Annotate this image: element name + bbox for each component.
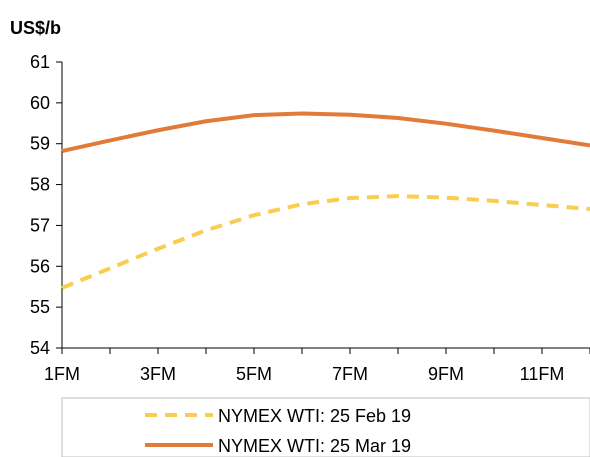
x-tick-label: 5FM xyxy=(236,364,272,384)
legend-box xyxy=(61,397,590,457)
plot-area xyxy=(61,111,590,290)
y-tick-label: 55 xyxy=(30,297,50,317)
series-line-1 xyxy=(61,194,590,290)
x-tick-label: 3FM xyxy=(140,364,176,384)
axes: 54 55 56 57 58 59 60 61 1FM 3FM 5FM 7FM 9FM 11FM xyxy=(30,52,590,384)
x-tick-label: 11FM xyxy=(520,364,565,384)
y-tick-label: 56 xyxy=(30,256,50,276)
y-axis-unit-label: US$/b xyxy=(10,18,61,38)
y-tick-label: 61 xyxy=(30,52,50,72)
y-tick-label: 54 xyxy=(30,338,50,358)
y-tick-label: 59 xyxy=(30,134,50,154)
x-tick-label: 7FM xyxy=(332,364,368,384)
series-line-2 xyxy=(61,111,590,154)
x-tick-label: 1FM xyxy=(44,364,80,384)
y-tick-label: 57 xyxy=(30,215,50,235)
legend: NYMEX WTI: 25 Feb 19 NYMEX WTI: 25 Mar 19 xyxy=(61,397,590,457)
y-tick-label: 58 xyxy=(30,175,50,195)
legend-label-2: NYMEX WTI: 25 Mar 19 xyxy=(218,436,411,456)
y-tick-label: 60 xyxy=(30,93,50,113)
legend-label-1: NYMEX WTI: 25 Feb 19 xyxy=(218,406,411,426)
x-tick-label: 9FM xyxy=(428,364,464,384)
